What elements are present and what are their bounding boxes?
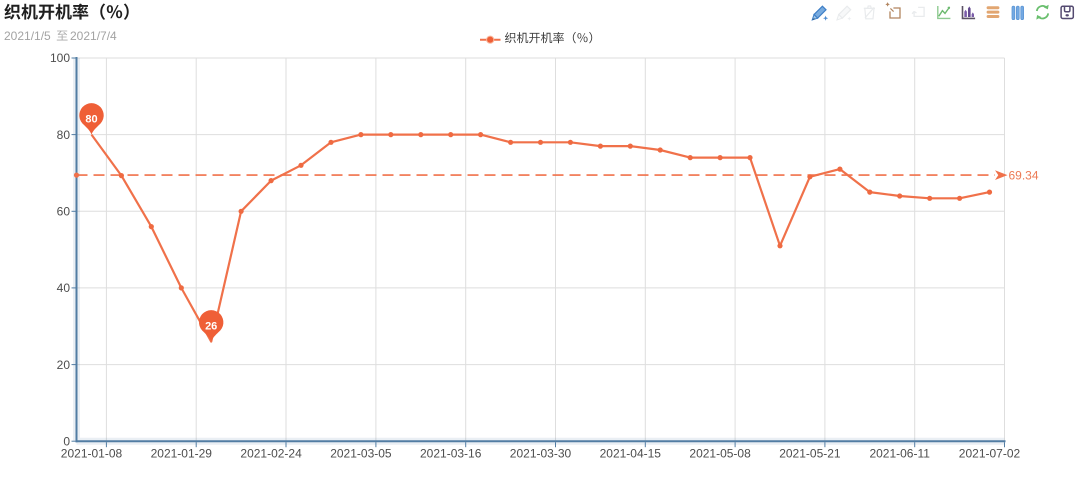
- svg-text:80: 80: [57, 128, 71, 142]
- svg-text:69.34: 69.34: [1009, 168, 1039, 182]
- svg-text:2021-07-02: 2021-07-02: [959, 446, 1021, 460]
- svg-text:2021-03-16: 2021-03-16: [420, 446, 482, 460]
- svg-text:2021-01-29: 2021-01-29: [151, 446, 213, 460]
- svg-text:2021-06-11: 2021-06-11: [869, 446, 930, 460]
- svg-text:2021-03-30: 2021-03-30: [510, 446, 572, 460]
- svg-text:2021/1/5: 2021/1/5: [4, 29, 51, 43]
- svg-text:26: 26: [205, 320, 217, 332]
- svg-text:2021-03-05: 2021-03-05: [330, 446, 392, 460]
- svg-text:60: 60: [57, 205, 71, 219]
- svg-text:2021-04-15: 2021-04-15: [600, 446, 662, 460]
- svg-text:2021-02-24: 2021-02-24: [240, 446, 302, 460]
- svg-text:100: 100: [50, 51, 70, 65]
- svg-text:2021-05-21: 2021-05-21: [779, 446, 841, 460]
- svg-text:0: 0: [63, 434, 70, 448]
- svg-text:20: 20: [57, 358, 71, 372]
- svg-text:2021/7/4: 2021/7/4: [70, 29, 117, 43]
- svg-text:80: 80: [85, 113, 97, 125]
- svg-text:2021-01-08: 2021-01-08: [61, 446, 123, 460]
- svg-text:2021-05-08: 2021-05-08: [689, 446, 751, 460]
- svg-text:40: 40: [57, 281, 71, 295]
